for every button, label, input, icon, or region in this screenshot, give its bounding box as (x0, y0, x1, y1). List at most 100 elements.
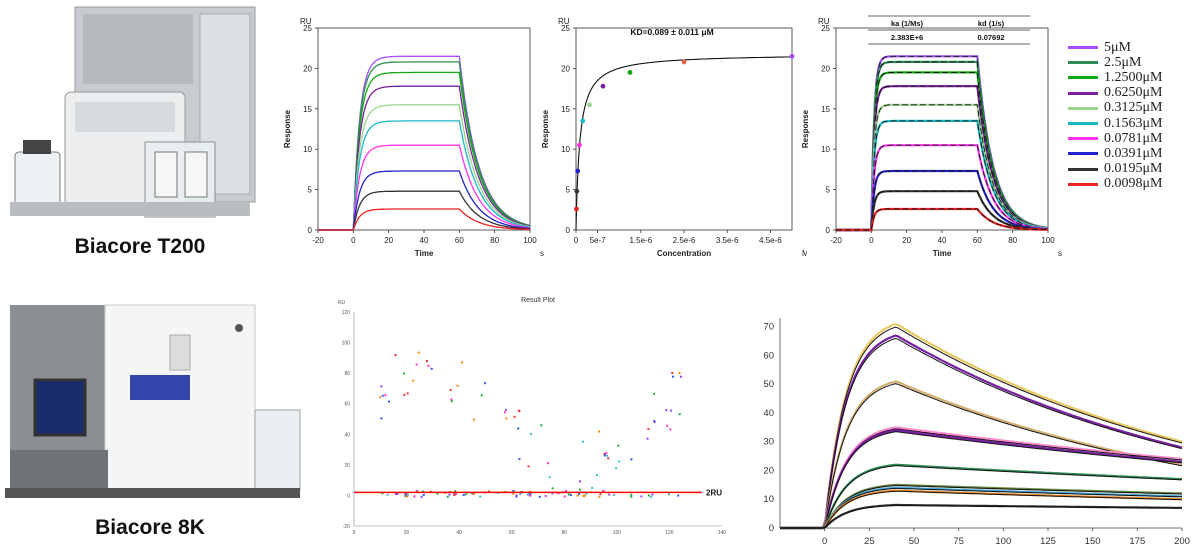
legend-item: 5μM (1068, 40, 1196, 55)
kinetic-fit-3 (836, 85, 1049, 231)
y-axis-label: Response (542, 109, 550, 148)
result-point-103 (564, 489, 567, 492)
multi-fit-4 (780, 431, 1183, 529)
result-point-0 (527, 465, 530, 468)
x-tick-label: 150 (1085, 536, 1101, 547)
legend-swatch (1068, 152, 1098, 156)
x-tick-label: 0 (353, 530, 356, 536)
result-point-71 (653, 421, 656, 424)
result-point-109 (380, 417, 383, 420)
concentration-legend: 5μM 2.5μM 1.2500μM 0.6250μM 0.3125μM 0.1563μM… (1068, 40, 1196, 192)
x-tick-label: 140 (718, 530, 727, 536)
x-tick-label: -20 (830, 236, 842, 245)
affinity-point-5 (587, 102, 592, 108)
legend-label: 0.0195μM (1104, 161, 1163, 177)
x-unit-label: s (540, 249, 544, 256)
y-tick-label: 60 (763, 350, 774, 361)
result-point-116 (569, 494, 572, 497)
result-point-96 (563, 495, 566, 498)
result-point-39 (630, 458, 633, 461)
multi-fit-1 (780, 337, 1183, 529)
legend-label: 0.3125μM (1104, 100, 1163, 116)
kinetic-fit-0 (836, 55, 1049, 231)
result-point-63 (513, 415, 516, 418)
multi-series-0 (780, 322, 1183, 530)
result-point-124 (413, 495, 416, 498)
result-point-136 (598, 495, 601, 498)
result-point-60 (512, 490, 515, 493)
result-point-79 (446, 495, 449, 498)
legend-item: 0.0781μM (1068, 131, 1196, 146)
result-point-73 (505, 417, 508, 420)
result-point-70 (449, 389, 452, 392)
y-tick-label: 20 (303, 64, 312, 73)
result-point-78 (651, 493, 654, 496)
legend-label: 2.5μM (1104, 54, 1142, 70)
multi-cycle-chart: 0 10 20 30 40 50 60 70 0 25 50 75 100 125 150 175 200 (763, 318, 1190, 547)
y-tick-label: 100 (342, 341, 351, 347)
biacore-t200-image (5, 2, 283, 232)
result-point-87 (598, 430, 601, 433)
x-tick-label: 100 (613, 530, 622, 536)
result-point-34 (650, 495, 653, 498)
sensorgram-series-7 (318, 170, 531, 231)
kinetic-fit-5 (836, 120, 1049, 231)
legend-swatch (1068, 137, 1098, 141)
result-point-68 (669, 428, 672, 431)
y-tick-label: 25 (303, 24, 312, 33)
result-point-13 (612, 493, 615, 496)
result-point-10 (582, 494, 585, 497)
result-point-59 (678, 372, 681, 375)
x-tick-label: -20 (312, 236, 324, 245)
y-tick-label: 10 (561, 145, 570, 154)
result-point-25 (672, 375, 675, 378)
plot-frame (835, 27, 1049, 231)
result-point-18 (515, 495, 518, 498)
result-point-80 (417, 351, 420, 354)
y-tick-label: 30 (763, 437, 774, 448)
result-point-44 (567, 493, 570, 496)
legend-swatch (1068, 46, 1098, 50)
result-point-51 (471, 492, 474, 495)
x-tick-label: 120 (665, 530, 674, 536)
legend-label: 0.0781μM (1104, 130, 1163, 146)
result-point-97 (422, 490, 425, 493)
result-point-120 (396, 492, 399, 495)
result-point-75 (455, 492, 458, 495)
instrument-label-t200: Biacore T200 (74, 235, 206, 258)
kinetic-fit-9 (836, 208, 1049, 231)
y-tick-label: 120 (342, 310, 351, 316)
result-point-53 (653, 419, 656, 422)
y-tick-label: 20 (561, 64, 570, 73)
legend-swatch (1068, 167, 1098, 171)
x-tick-label: 60 (455, 236, 464, 245)
result-point-46 (381, 394, 384, 397)
result-point-111 (581, 440, 584, 443)
y-tick-label: 40 (763, 408, 774, 419)
result-point-11 (677, 494, 680, 497)
y-tick-label: 5 (826, 186, 831, 195)
y-tick-label: 60 (344, 402, 350, 408)
result-point-139 (591, 486, 594, 489)
y-tick-label: 25 (821, 24, 830, 33)
affinity-point-2 (575, 168, 581, 174)
multi-series-4 (780, 429, 1183, 530)
param-header: kd (1/s) (978, 19, 1005, 28)
legend-label: 0.0098μM (1104, 176, 1163, 192)
result-point-121 (540, 424, 543, 427)
plot-frame (575, 27, 793, 231)
x-tick-label: 0 (869, 236, 874, 245)
result-point-132 (615, 467, 618, 470)
param-value: 2.383E+6 (891, 33, 923, 42)
x-tick-label: 100 (1041, 236, 1055, 245)
result-point-149 (454, 490, 457, 493)
legend-item: 0.0195μM (1068, 161, 1196, 177)
plot-frame (317, 27, 531, 231)
y-tick-label: 15 (303, 105, 312, 114)
param-value: 0.07692 (977, 33, 1004, 42)
y-tick-label: 20 (821, 64, 830, 73)
multi-fit-5 (780, 465, 1183, 529)
result-point-117 (666, 424, 669, 427)
